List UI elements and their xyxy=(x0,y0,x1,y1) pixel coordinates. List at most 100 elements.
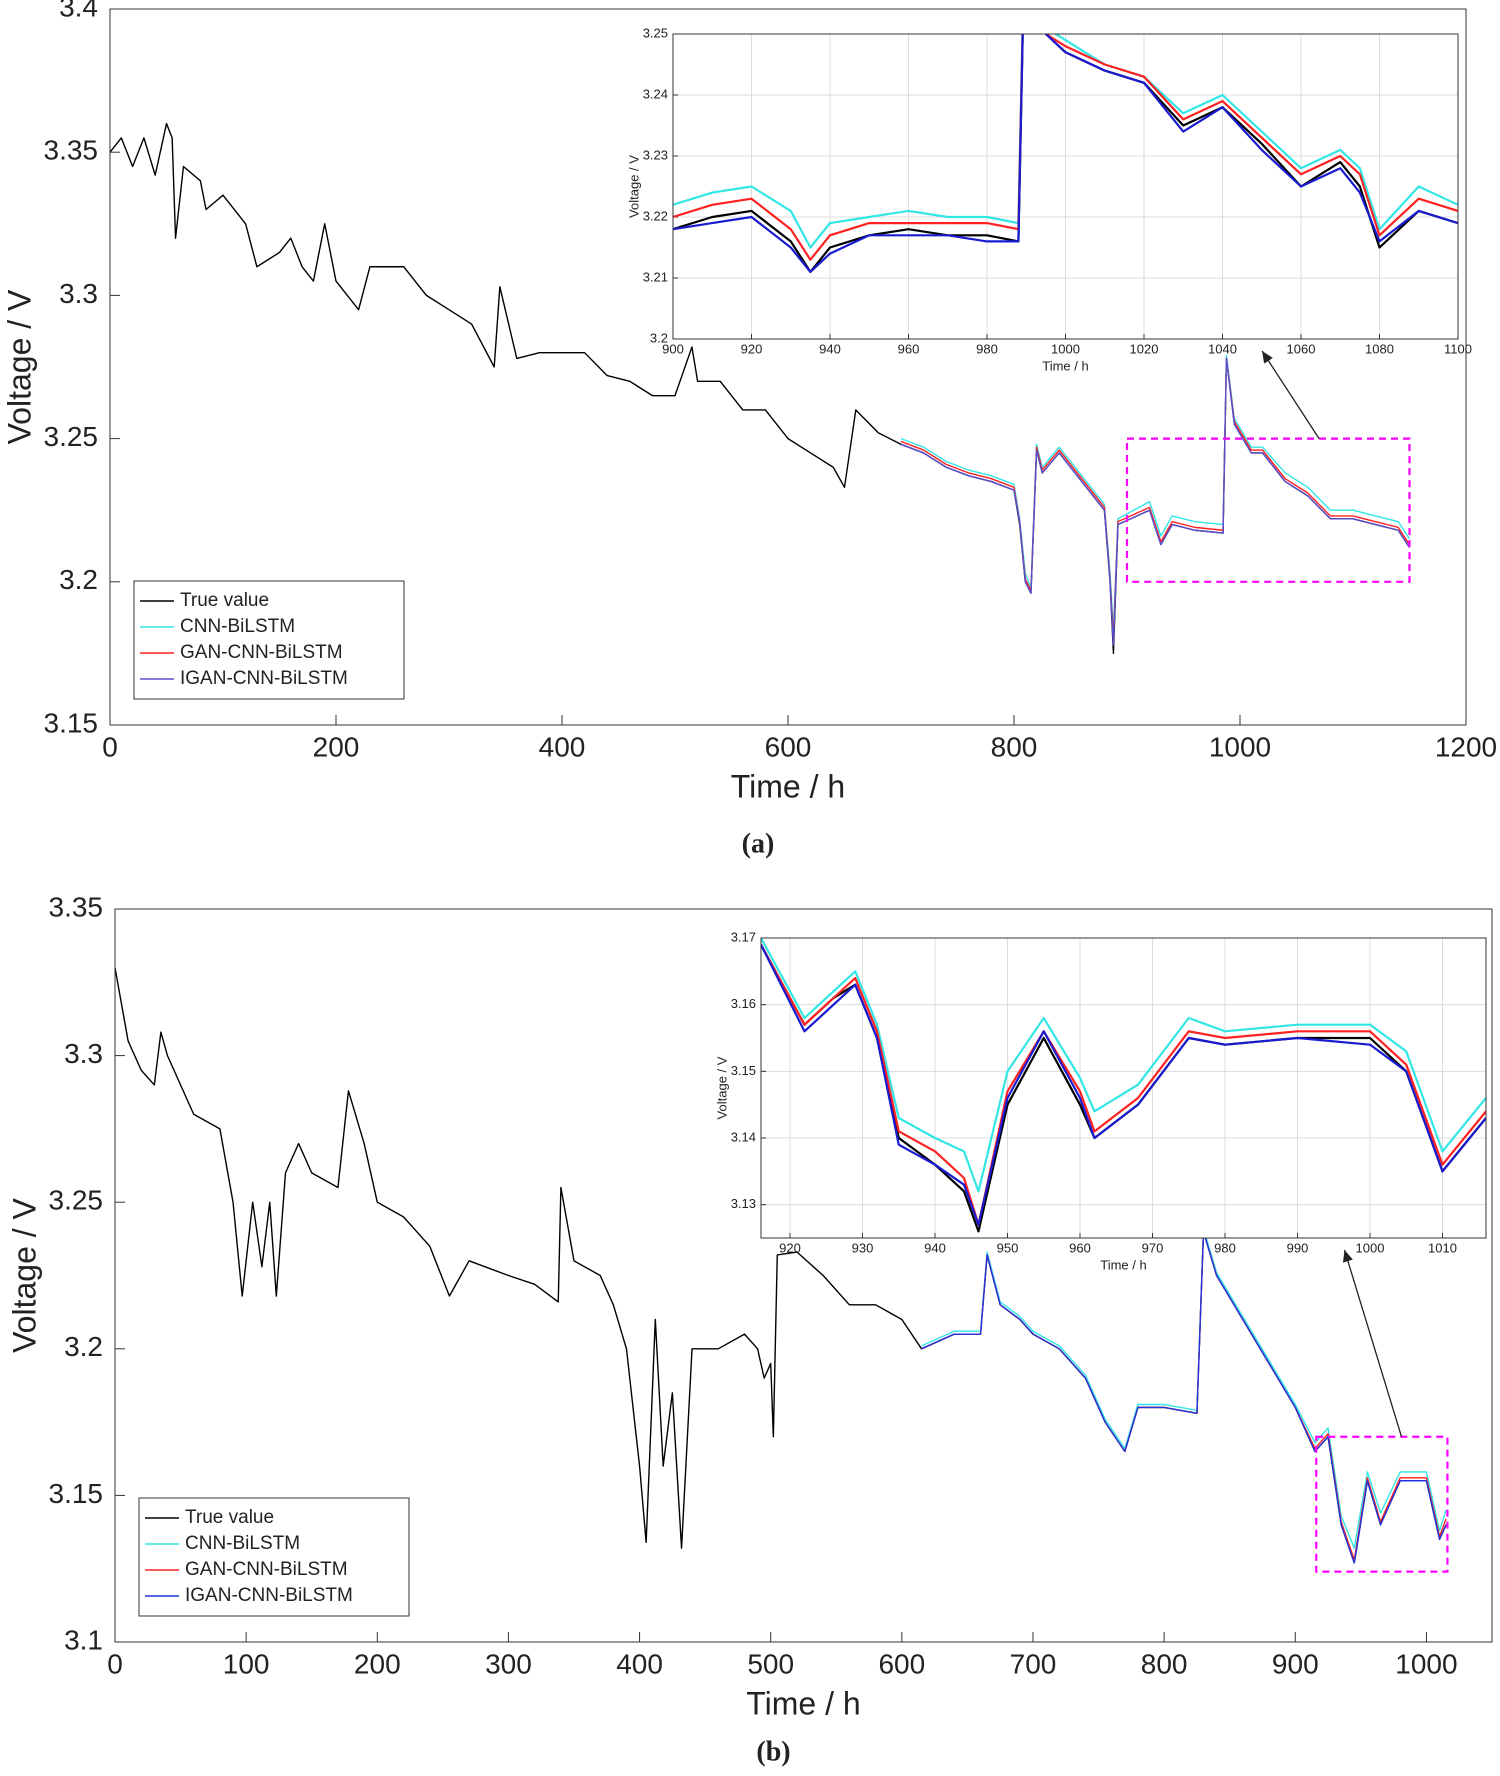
series-group xyxy=(761,938,1486,1233)
x-axis-label: Time / h xyxy=(731,768,845,804)
x-tick-label: 1000 xyxy=(1356,1240,1385,1255)
legend-label: IGAN-CNN-BiLSTM xyxy=(185,1585,353,1606)
series-group xyxy=(673,34,1458,273)
x-tick-label: 970 xyxy=(1142,1240,1164,1255)
y-tick-label: 3.2 xyxy=(59,564,98,595)
y-tick-label: 3.2 xyxy=(650,330,668,345)
legend-label: CNN-BiLSTM xyxy=(180,616,295,637)
legend-label: GAN-CNN-BiLSTM xyxy=(185,1559,348,1580)
y-tick-label: 3.3 xyxy=(59,278,98,309)
x-tick-label: 940 xyxy=(819,341,841,356)
y-tick-label: 3.1 xyxy=(64,1624,103,1655)
axes: 3.2 3.21 3.22 3.23 3.24 3.25 900 920 940 960 980 10… xyxy=(626,25,1472,373)
x-tick-label: 930 xyxy=(852,1240,874,1255)
caption: (a) xyxy=(742,828,775,859)
axes-frame xyxy=(114,908,1493,1643)
x-tick-label: 980 xyxy=(1214,1240,1236,1255)
y-tick-label: 3.14 xyxy=(731,1129,756,1144)
x-tick-label: 920 xyxy=(741,341,763,356)
zoom-box xyxy=(1315,1435,1449,1573)
x-tick-label: 900 xyxy=(662,341,684,356)
legend: True value CNN-BiLSTM GAN-CNN-BiLSTM IGAN-C… xyxy=(138,1497,410,1617)
y-tick-label: 3.16 xyxy=(731,996,756,1011)
x-tick-label: 920 xyxy=(779,1240,801,1255)
y-tick-label: 3.17 xyxy=(731,929,756,944)
legend-label: True value xyxy=(180,590,269,611)
y-tick-label: 3.21 xyxy=(643,269,668,284)
x-axis-label: Time / h xyxy=(1042,358,1088,373)
y-tick-label: 3.35 xyxy=(44,135,99,166)
x-tick-label: 700 xyxy=(1010,1648,1057,1679)
x-tick-label: 960 xyxy=(1069,1240,1091,1255)
y-tick-label: 3.22 xyxy=(643,208,668,223)
series-line xyxy=(761,944,1486,1226)
x-tick-label: 200 xyxy=(313,731,360,762)
series-group xyxy=(110,122,1411,655)
x-tick-label: 800 xyxy=(991,731,1038,762)
y-tick-label: 3.15 xyxy=(44,707,99,738)
series-line xyxy=(761,938,1486,1193)
x-tick-label: 940 xyxy=(924,1240,946,1255)
x-tick-label: 0 xyxy=(107,1648,123,1679)
y-tick-label: 3.35 xyxy=(49,891,104,922)
x-tick-label: 1020 xyxy=(1130,341,1159,356)
y-axis-label: Voltage / V xyxy=(1,289,37,444)
axes: 3.13 3.14 3.15 3.16 3.17 920 930 940 950 960 970 98… xyxy=(714,929,1487,1272)
x-tick-label: 1010 xyxy=(1428,1240,1457,1255)
x-axis-label: Time / h xyxy=(746,1685,860,1721)
series-line xyxy=(900,357,1411,646)
x-tick-label: 1000 xyxy=(1051,341,1080,356)
y-tick-label: 3.25 xyxy=(49,1185,104,1216)
y-axis-label: Voltage / V xyxy=(626,155,641,218)
x-axis-label: Time / h xyxy=(1100,1257,1146,1272)
x-tick-label: 800 xyxy=(1141,1648,1188,1679)
x-tick-label: 950 xyxy=(997,1240,1019,1255)
legend-label: GAN-CNN-BiLSTM xyxy=(180,642,343,663)
y-tick-label: 3.25 xyxy=(643,25,668,40)
x-tick-label: 1200 xyxy=(1435,731,1497,762)
zoom-arrow xyxy=(1261,350,1320,439)
x-tick-label: 100 xyxy=(223,1648,270,1679)
series-line xyxy=(673,34,1458,261)
y-axis-label: Voltage / V xyxy=(714,1056,729,1119)
legend-label: CNN-BiLSTM xyxy=(185,1533,300,1554)
x-tick-label: 1000 xyxy=(1209,731,1271,762)
x-tick-label: 300 xyxy=(485,1648,532,1679)
x-tick-label: 900 xyxy=(1272,1648,1319,1679)
y-tick-label: 3.13 xyxy=(731,1196,756,1211)
y-tick-label: 3.25 xyxy=(44,421,99,452)
x-tick-label: 400 xyxy=(539,731,586,762)
x-tick-label: 990 xyxy=(1287,1240,1309,1255)
zoom-box xyxy=(1125,437,1411,583)
y-tick-label: 3.24 xyxy=(643,86,668,101)
legend-label: True value xyxy=(185,1507,274,1528)
y-tick-label: 3.15 xyxy=(731,1063,756,1078)
zoom-arrow xyxy=(1342,1249,1403,1437)
x-tick-label: 600 xyxy=(878,1648,925,1679)
x-tick-label: 960 xyxy=(898,341,920,356)
x-tick-label: 600 xyxy=(765,731,812,762)
caption: (b) xyxy=(756,1736,790,1767)
x-tick-label: 1060 xyxy=(1287,341,1316,356)
x-tick-label: 1040 xyxy=(1208,341,1237,356)
x-tick-label: 980 xyxy=(976,341,998,356)
axes-frame xyxy=(109,8,1467,726)
axes-frame xyxy=(760,937,1487,1239)
y-tick-label: 3.2 xyxy=(64,1331,103,1362)
plot-area xyxy=(761,938,1486,1238)
y-tick-label: 3.23 xyxy=(643,147,668,162)
y-tick-label: 3.4 xyxy=(59,0,98,22)
legend-label: IGAN-CNN-BiLSTM xyxy=(180,668,348,689)
y-tick-label: 3.15 xyxy=(49,1478,104,1509)
axes-frame xyxy=(672,33,1459,340)
series-line xyxy=(673,34,1458,249)
y-axis-label: Voltage / V xyxy=(6,1197,42,1352)
x-tick-label: 200 xyxy=(354,1648,401,1679)
x-tick-label: 0 xyxy=(102,731,118,762)
legend-box xyxy=(133,580,405,700)
legend-box xyxy=(138,1497,410,1617)
x-tick-label: 500 xyxy=(747,1648,794,1679)
x-tick-label: 1080 xyxy=(1365,341,1394,356)
y-tick-label: 3.3 xyxy=(64,1038,103,1069)
series-line xyxy=(673,34,1458,273)
